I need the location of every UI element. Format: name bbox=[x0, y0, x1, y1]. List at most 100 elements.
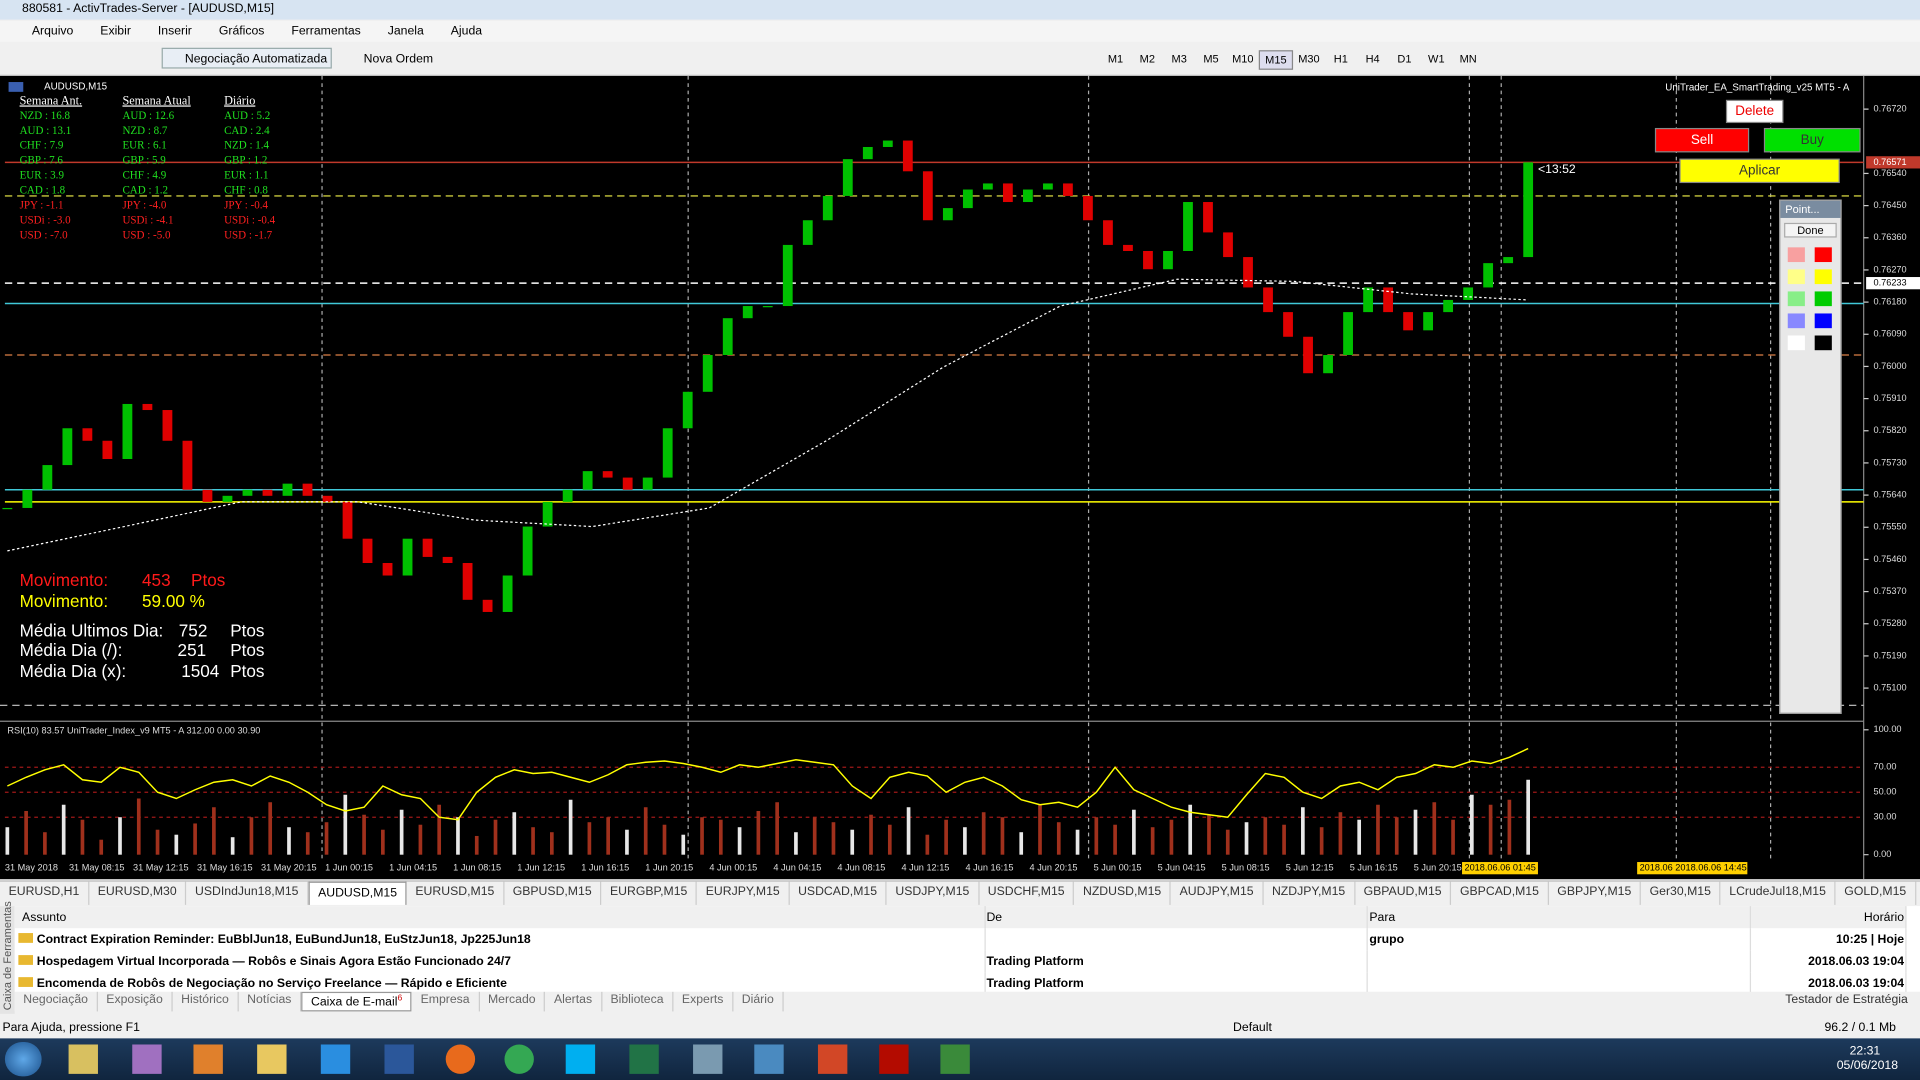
stat-text: Ptos bbox=[191, 570, 225, 590]
menu-item[interactable]: Inserir bbox=[157, 24, 192, 38]
chart-tab[interactable]: AUDUSD,M15 bbox=[308, 881, 407, 905]
moving-average bbox=[7, 278, 1529, 552]
chart-tab[interactable]: GBPCAD,M15 bbox=[1451, 881, 1549, 905]
toolbox-tab[interactable]: Exposição bbox=[98, 991, 173, 1012]
toolbox-tab[interactable]: Histórico bbox=[173, 991, 239, 1012]
chart-tab[interactable]: EURUSD,M30 bbox=[89, 881, 187, 905]
timeframe-button[interactable]: H1 bbox=[1333, 52, 1348, 65]
y-tick-label: 0.76720 bbox=[1873, 104, 1906, 114]
histogram-bar bbox=[550, 832, 554, 855]
chart-tab[interactable]: LCrudeJul18,M15 bbox=[1721, 881, 1836, 905]
chart-tab[interactable]: USDJPY,M15 bbox=[887, 881, 980, 905]
chart-tab[interactable]: USDIndJun18,M15 bbox=[186, 881, 309, 905]
timeframe-button[interactable]: H4 bbox=[1365, 52, 1380, 65]
buy-button-bg bbox=[1763, 127, 1861, 153]
menu-item[interactable]: Janela bbox=[387, 24, 424, 38]
profile: Default bbox=[1233, 1021, 1272, 1035]
menu-item[interactable]: Gráficos bbox=[218, 24, 265, 38]
toolbox-tab[interactable]: Caixa de E-mail6 bbox=[301, 991, 413, 1012]
menu-item[interactable]: Arquivo bbox=[31, 24, 74, 38]
timeframe-button[interactable]: W1 bbox=[1428, 52, 1445, 65]
stat-text: 752 bbox=[179, 620, 208, 640]
histogram-bar bbox=[1376, 804, 1380, 855]
timeframe-button[interactable]: D1 bbox=[1397, 52, 1412, 65]
histogram-bar bbox=[718, 819, 723, 855]
toolbox-tab[interactable]: Empresa bbox=[412, 991, 480, 1012]
candle bbox=[402, 538, 413, 576]
mail-row[interactable]: Encomenda de Robôs de Negociação no Serv… bbox=[14, 972, 1907, 995]
chart-tab[interactable]: EURUSD,M15 bbox=[407, 881, 505, 905]
apply-button[interactable]: Aplicar bbox=[1739, 162, 1781, 177]
x-tick-label: 4 Jun 08:15 bbox=[837, 863, 885, 873]
delete-button[interactable]: Delete bbox=[1735, 103, 1774, 118]
buy-button[interactable]: Buy bbox=[1801, 132, 1824, 147]
timeframe-button[interactable]: M3 bbox=[1171, 52, 1187, 65]
menu-item[interactable]: Exibir bbox=[100, 24, 131, 38]
candle bbox=[782, 244, 793, 307]
title-bar: 880581 - ActivTrades-Server - [AUDUSD,M1… bbox=[0, 0, 1920, 20]
histogram-bar bbox=[324, 822, 329, 855]
y-tick-label: 0.76270 bbox=[1873, 264, 1906, 274]
y-tick-label: 0.75910 bbox=[1873, 393, 1906, 403]
chart-tab[interactable]: AUDJPY,M15 bbox=[1171, 881, 1264, 905]
x-tick-label: 5 Jun 08:15 bbox=[1222, 863, 1270, 873]
chart-tab[interactable]: GBPJPY,M15 bbox=[1549, 881, 1642, 905]
chart-tab[interactable]: EURUSD,H1 bbox=[0, 881, 90, 905]
histogram-bar bbox=[287, 827, 291, 855]
timeframe-button[interactable]: M15 bbox=[1258, 50, 1294, 70]
chart-tab[interactable]: EURGBP,M15 bbox=[601, 881, 698, 905]
menu-item[interactable]: Ajuda bbox=[450, 24, 483, 38]
x-tick-label: 4 Jun 00:15 bbox=[709, 863, 757, 873]
y-tick-label: 50.00 bbox=[1873, 787, 1896, 797]
candle bbox=[322, 495, 333, 502]
timeframe-button[interactable]: MN bbox=[1459, 52, 1477, 65]
toolbox-tab[interactable]: Experts bbox=[673, 991, 734, 1012]
sell-button[interactable]: Sell bbox=[1691, 132, 1713, 147]
histogram-bar bbox=[1338, 812, 1343, 855]
timeframe-button[interactable]: M1 bbox=[1107, 52, 1124, 65]
timeframe-button[interactable]: M10 bbox=[1232, 52, 1254, 65]
marked-level: 0.76233 bbox=[1873, 278, 1906, 288]
mail-row[interactable]: Contract Expiration Reminder: EuBblJun18… bbox=[14, 928, 1907, 951]
tester-tab[interactable]: Testador de Estratégia bbox=[1785, 993, 1908, 1007]
chart-tab[interactable]: USDCAD,M15 bbox=[790, 881, 887, 905]
chart-tab[interactable]: GOLD,M15 bbox=[1836, 881, 1917, 905]
new-order-button[interactable]: Nova Ordem bbox=[363, 52, 434, 67]
toolbox-tab[interactable]: Alertas bbox=[545, 991, 602, 1012]
histogram-bar bbox=[1225, 829, 1230, 855]
stat-text: Movimento: bbox=[20, 591, 109, 611]
toolbox-tab[interactable]: Biblioteca bbox=[602, 991, 674, 1012]
strength-cell: CHF : 7.9 bbox=[20, 140, 64, 152]
toolbox-label: Caixa de Ferramentas bbox=[1, 901, 14, 1011]
chart-tab[interactable]: NZDJPY,M15 bbox=[1263, 881, 1356, 905]
x-tick-label: 31 May 12:15 bbox=[133, 863, 189, 873]
histogram-bar bbox=[756, 810, 761, 855]
done-button[interactable]: Done bbox=[1784, 222, 1837, 238]
toolbox-tab[interactable]: Notícias bbox=[239, 991, 302, 1012]
histogram-bar bbox=[1207, 814, 1211, 855]
y-tick-label: 0.75730 bbox=[1873, 457, 1906, 467]
chart-tab[interactable]: EURJPY,M15 bbox=[697, 881, 790, 905]
toolbox-tab[interactable]: Diário bbox=[733, 991, 784, 1012]
toolbox-tab[interactable]: Mercado bbox=[479, 991, 546, 1012]
chart-tab[interactable]: GBPUSD,M15 bbox=[504, 881, 602, 905]
mail-row[interactable]: Hospedagem Virtual Incorporada — Robôs e… bbox=[14, 950, 1907, 973]
mail-count: 6 bbox=[397, 994, 403, 1003]
menu-item[interactable]: Ferramentas bbox=[291, 24, 361, 38]
histogram-bar bbox=[212, 807, 216, 855]
chart-tab[interactable]: Ger30,M15 bbox=[1641, 881, 1721, 905]
candle bbox=[682, 391, 693, 429]
chart-tab[interactable]: NZDUSD,M15 bbox=[1074, 881, 1172, 905]
histogram-bar bbox=[812, 817, 817, 855]
mail-cell: Trading Platform bbox=[984, 950, 1369, 973]
column-header: Para bbox=[1367, 906, 1752, 929]
auto-trading-button[interactable]: Negociação Automatizada bbox=[161, 47, 333, 69]
x-tick-label: 1 Jun 04:15 bbox=[389, 863, 437, 873]
timeframe-button[interactable]: M5 bbox=[1203, 52, 1219, 65]
chart-tab[interactable]: USDCHF,M15 bbox=[979, 881, 1075, 905]
timeframe-button[interactable]: M2 bbox=[1139, 52, 1155, 65]
strength-header: Semana Atual bbox=[122, 93, 191, 107]
toolbox-tab[interactable]: Negociação bbox=[15, 991, 98, 1012]
timeframe-button[interactable]: M30 bbox=[1298, 52, 1320, 65]
chart-tab[interactable]: GBPAUD,M15 bbox=[1355, 881, 1452, 905]
